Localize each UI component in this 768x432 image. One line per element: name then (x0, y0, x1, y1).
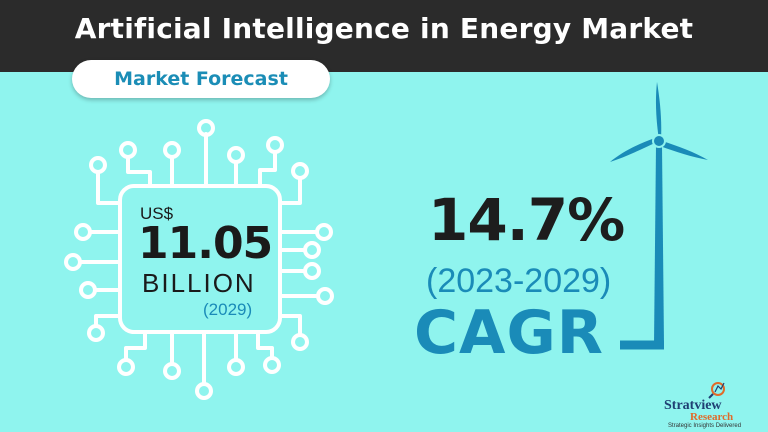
market-unit: BILLION (142, 268, 256, 298)
cagr-label: CAGR (414, 298, 604, 368)
market-value: 11.05 (138, 218, 273, 269)
brand-sub: Research (690, 411, 734, 423)
cagr-period: (2023-2029) (426, 262, 612, 300)
cagr-rate: 14.7% (428, 186, 625, 254)
wind-turbine-icon (610, 82, 708, 350)
subtitle-pill (72, 60, 330, 98)
logo-magnifier-icon (708, 382, 725, 399)
circuit-chip-icon (64, 119, 334, 400)
page-title: Artificial Intelligence in Energy Market (74, 12, 694, 45)
brand-tagline: Strategic Insights Delivered (668, 423, 742, 429)
market-currency: US$ (140, 204, 174, 223)
market-year: (2029) (203, 300, 253, 319)
subtitle: Market Forecast (114, 68, 288, 90)
brand-name: Stratview (664, 398, 722, 413)
